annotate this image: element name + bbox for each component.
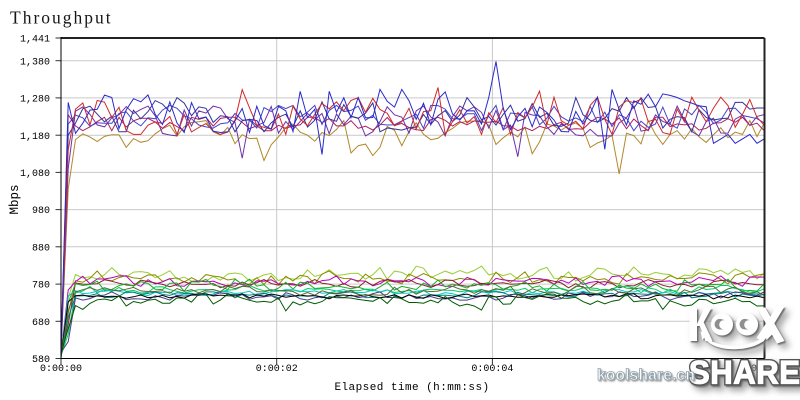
svg-text:980: 980 — [32, 206, 50, 217]
svg-text:1,280: 1,280 — [20, 95, 50, 106]
svg-text:0:00:04: 0:00:04 — [471, 364, 513, 375]
svg-text:680: 680 — [32, 318, 50, 329]
svg-text:koolshare.cn: koolshare.cn — [597, 367, 695, 384]
svg-text:SHARE: SHARE — [689, 354, 800, 391]
svg-text:Elapsed time (h:mm:ss): Elapsed time (h:mm:ss) — [334, 382, 489, 394]
svg-text:880: 880 — [32, 243, 50, 254]
svg-text:1,080: 1,080 — [20, 169, 50, 180]
svg-text:1,380: 1,380 — [20, 57, 50, 68]
svg-text:0:00:00: 0:00:00 — [40, 364, 82, 375]
svg-text:0:00:02: 0:00:02 — [256, 364, 298, 375]
svg-text:580: 580 — [32, 355, 50, 366]
svg-text:Mbps: Mbps — [8, 184, 22, 214]
svg-text:SHARE: SHARE — [689, 354, 800, 391]
svg-text:780: 780 — [32, 281, 50, 292]
svg-text:1,180: 1,180 — [20, 132, 50, 143]
svg-text:Throughput: Throughput — [10, 8, 113, 28]
svg-text:0:00:06.5: 0:00:06.5 — [739, 364, 793, 375]
svg-text:1,441: 1,441 — [20, 35, 50, 46]
